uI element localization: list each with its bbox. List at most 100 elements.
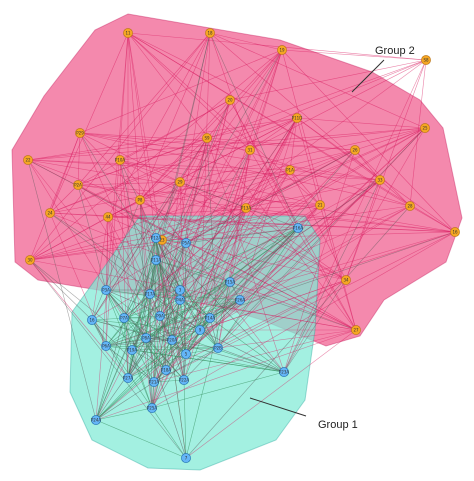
edge-group2 [139, 32, 211, 201]
group1-node: P5A [181, 238, 191, 248]
edge-group1 [151, 329, 201, 409]
edge-group1 [95, 381, 155, 421]
group1-node: P8A [141, 333, 151, 343]
edge-group1 [105, 299, 241, 347]
edge-cross [185, 205, 411, 459]
edge-group2 [29, 205, 411, 261]
group2-node-label: 44 [105, 214, 111, 219]
group2-node: P1A [285, 165, 295, 175]
edge-group1 [95, 281, 231, 421]
edge-group1 [185, 353, 285, 373]
group1-node-circle [181, 453, 191, 463]
edge-group2 [107, 32, 211, 218]
edge-group2 [249, 59, 427, 151]
edge-group2 [281, 49, 456, 233]
edge-group2 [29, 49, 283, 261]
edge-cross [183, 49, 283, 381]
edge-group2 [127, 32, 427, 61]
edge-group2 [289, 117, 298, 171]
edge-cross [123, 49, 283, 319]
group2-node-label: P29 [76, 130, 84, 135]
group2-node-circle [135, 195, 145, 205]
edge-group1 [95, 293, 151, 421]
group2-node-circle [375, 175, 385, 185]
group1-node-label: P26A [235, 297, 246, 302]
edge-group1 [123, 237, 157, 319]
group1-node-circle [101, 341, 111, 351]
group1-node-label: P25A [147, 405, 158, 410]
edge-cross [155, 59, 427, 261]
group1-node-circle [235, 295, 245, 305]
group1-node-label: P18A [161, 367, 172, 372]
edge-group1 [185, 281, 231, 459]
edge-group1 [131, 349, 285, 373]
group2-node-circle [23, 155, 33, 165]
edge-group1 [95, 317, 211, 421]
group2-node-circle [202, 133, 212, 143]
edge-cross [217, 329, 357, 349]
group1-node-circle [213, 343, 223, 353]
group2-node: 22 [23, 155, 33, 165]
edge-group1 [151, 315, 161, 409]
edge-group2 [179, 127, 426, 183]
edge-cross [95, 329, 357, 421]
group1-node-label: P12A [151, 235, 162, 240]
group1-node-circle [195, 325, 205, 335]
edge-group2 [77, 132, 81, 186]
group2-node-circle [175, 177, 185, 187]
group1-node-label: 16 [89, 317, 95, 322]
edge-group2 [354, 149, 381, 181]
group2-node-label: S9 [204, 135, 210, 140]
group1-node: P27A [123, 373, 133, 383]
edge-cross [179, 181, 299, 229]
edge-group1 [123, 317, 129, 379]
edge-group1 [183, 379, 187, 459]
edge-cross [149, 32, 211, 295]
group1-node-circle [167, 335, 177, 345]
group2-node-circle [225, 95, 235, 105]
edge-cross [49, 212, 107, 347]
group2-node-circle [115, 155, 125, 165]
edge-group2 [281, 49, 427, 61]
edge-cross [91, 216, 109, 321]
edge-group1 [123, 317, 187, 355]
edge-group2 [161, 99, 231, 241]
edge-group1 [165, 299, 181, 371]
edge-group2 [409, 205, 456, 233]
edge-cross [151, 137, 208, 409]
group1-node-circle [155, 311, 165, 321]
group2-node-circle [420, 123, 430, 133]
edge-group2 [209, 32, 251, 151]
group1-node: 7 [181, 453, 191, 463]
edge-cross [229, 205, 411, 283]
edge-group1 [91, 319, 201, 331]
edge-cross [217, 204, 321, 349]
group2-node-label: 24 [47, 210, 53, 215]
group1-node: P15A [225, 277, 235, 287]
group1-node: 9 [195, 325, 205, 335]
group2-node: 20 [225, 95, 235, 105]
edge-group2 [209, 32, 381, 181]
edge-group1 [153, 379, 185, 383]
edge-cross [209, 207, 247, 319]
edge-group2 [289, 169, 381, 181]
group1-node-label: P21A [149, 379, 160, 384]
group2-node-label: 30 [27, 257, 33, 262]
edge-cross [139, 199, 147, 339]
edge-cross [185, 169, 291, 244]
group1-node-circle [293, 223, 303, 233]
edge-group2 [206, 117, 298, 139]
group1-node: P25A [147, 403, 158, 413]
edge-group1 [95, 317, 125, 421]
edge-group2 [206, 137, 356, 151]
group2-node-circle [341, 275, 351, 285]
group2-node-circle [285, 165, 295, 175]
edge-group1 [149, 293, 201, 331]
group2-node: 34 [341, 275, 351, 285]
edge-group1 [95, 419, 187, 459]
group2-node-label: 11 [125, 30, 131, 35]
edge-cross [183, 127, 426, 381]
edge-group2 [27, 159, 291, 171]
group1-node-label: P3A [102, 287, 110, 292]
edge-group2 [107, 169, 291, 218]
